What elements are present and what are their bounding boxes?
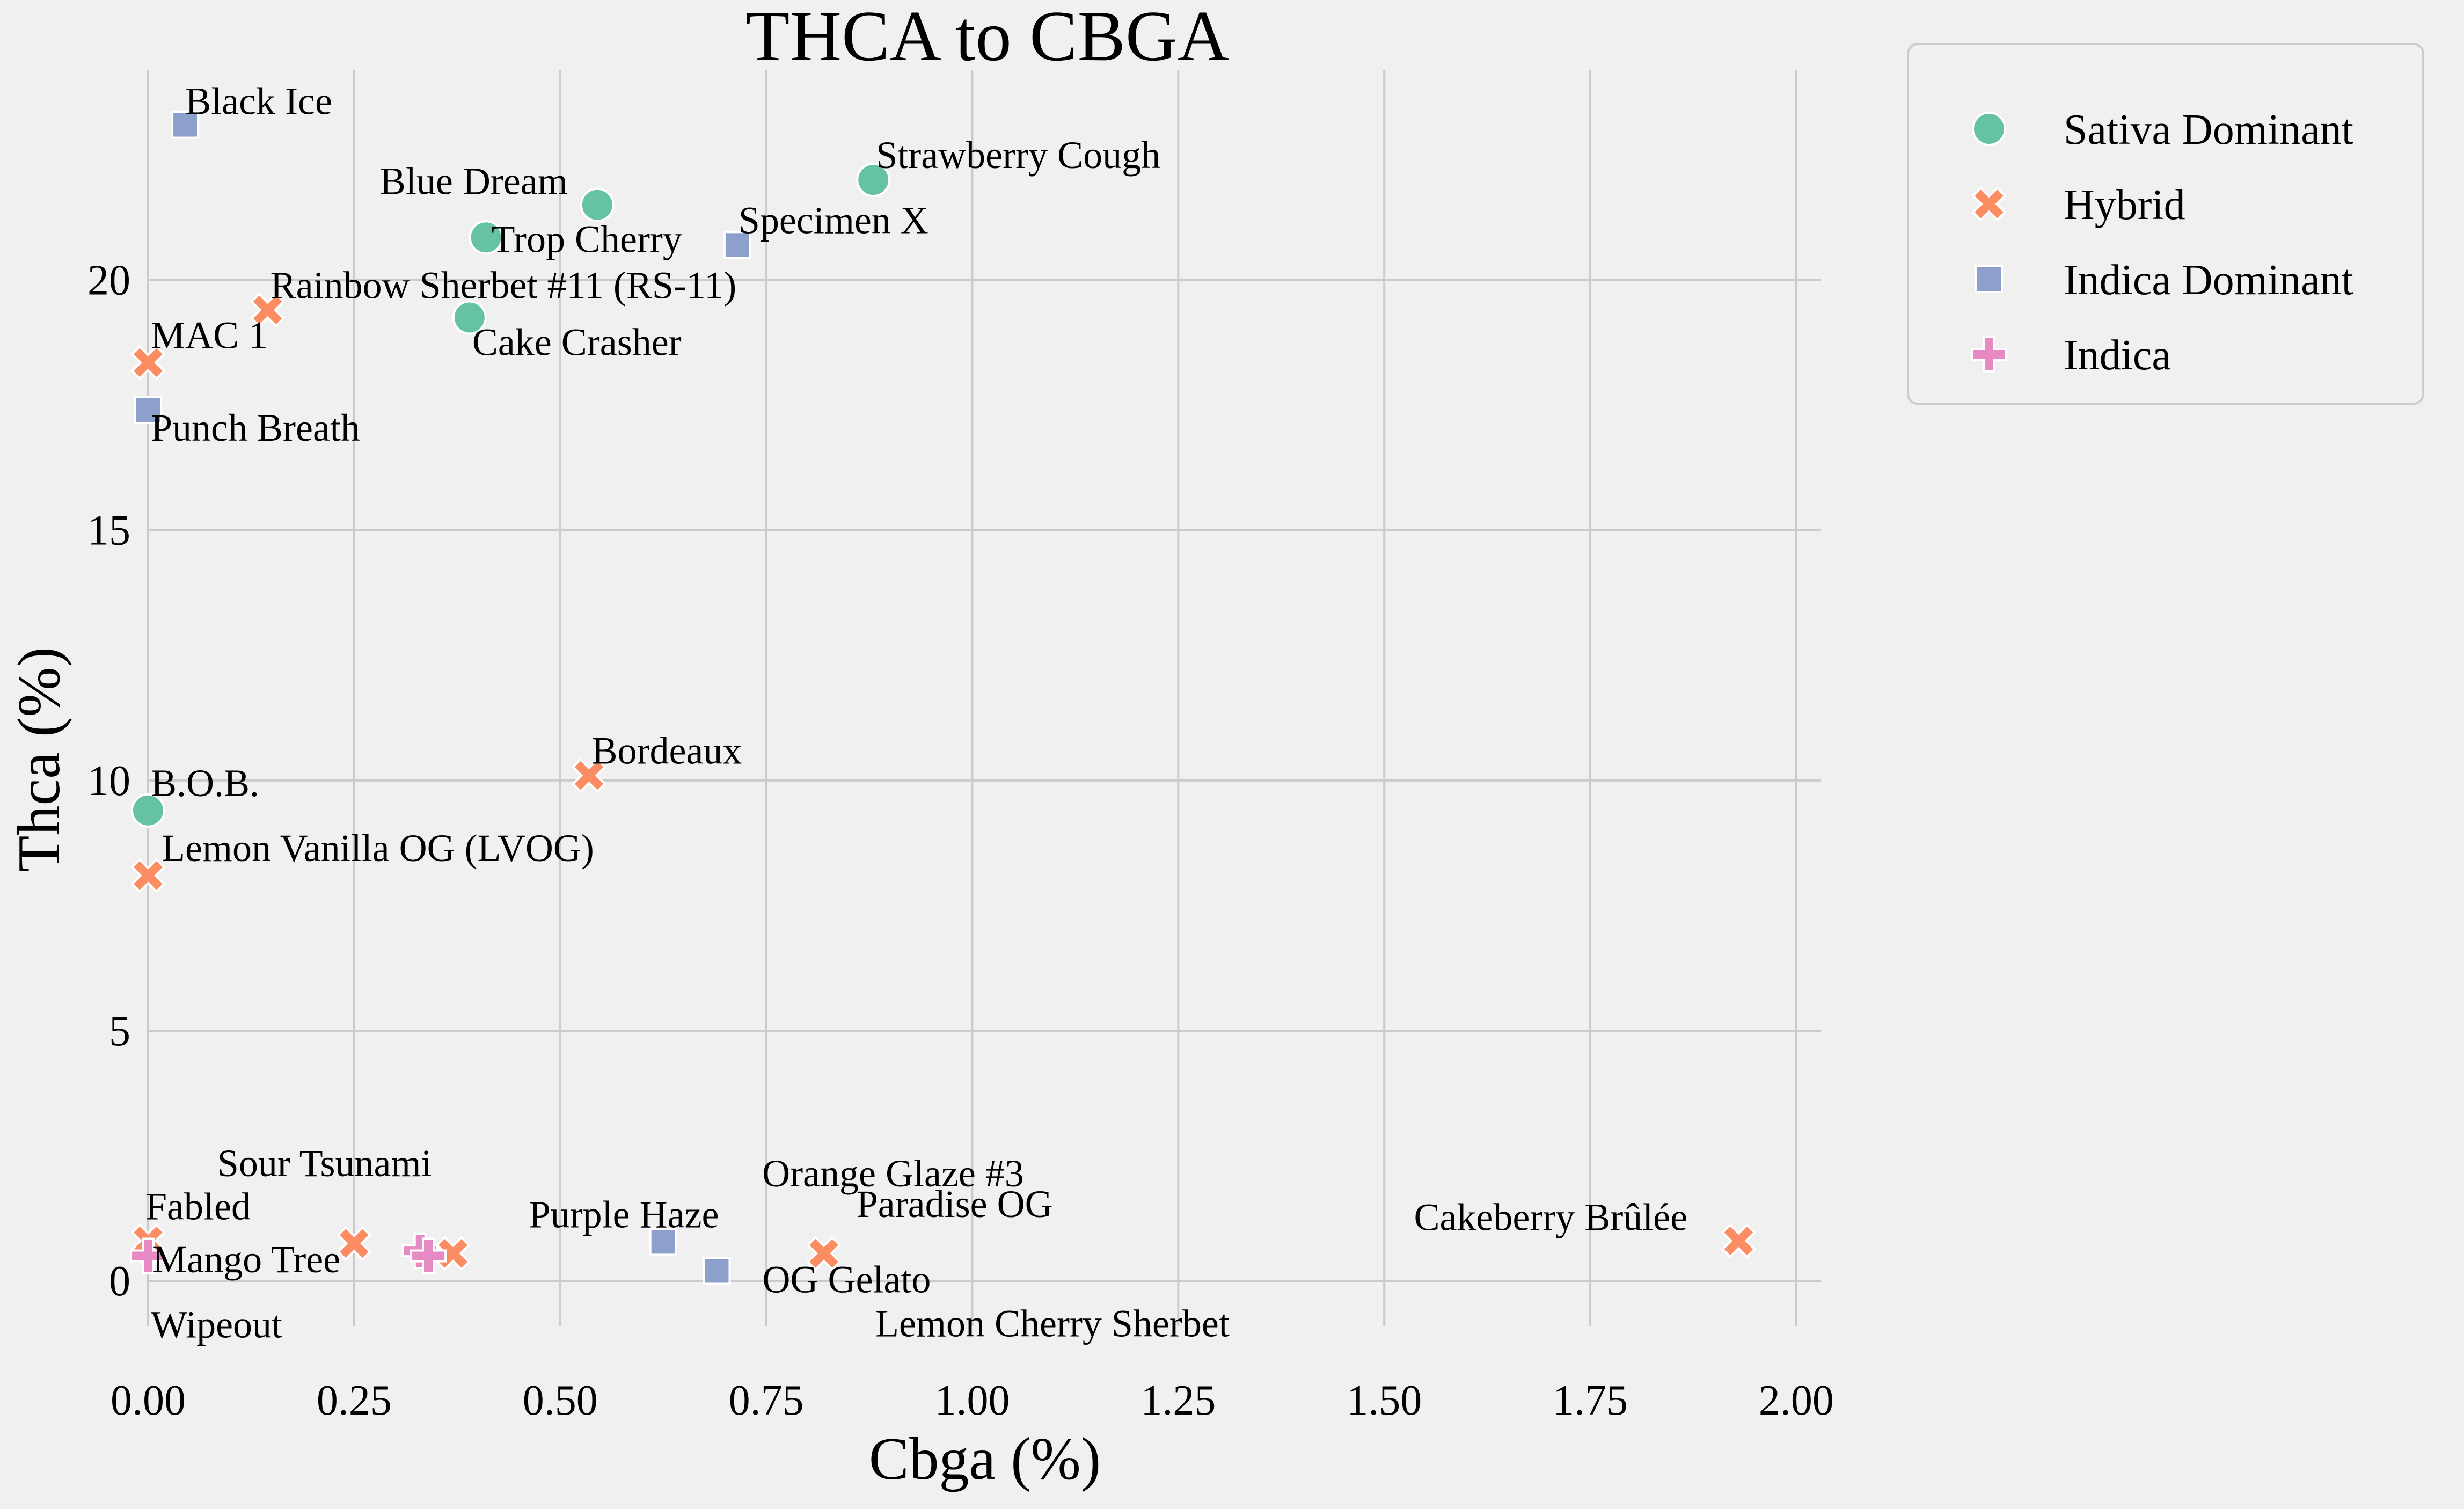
y-tick-label: 0	[109, 1258, 130, 1305]
x-tick-label: 1.75	[1553, 1377, 1628, 1424]
chart-title: THCA to CBGA	[746, 0, 1230, 76]
point-label: Trop Cherry	[492, 217, 682, 260]
data-point	[452, 300, 487, 335]
data-point	[856, 163, 891, 198]
point-label: Lemon Vanilla OG (LVOG)	[162, 827, 594, 870]
data-point	[171, 111, 200, 139]
x-tick-label: 1.25	[1140, 1377, 1216, 1424]
legend-item: Indica Dominant	[1975, 257, 2353, 304]
x-tick-label: 1.50	[1347, 1377, 1422, 1424]
data-point	[250, 292, 286, 328]
legend-marker	[1972, 112, 2006, 146]
point-label: Mango Tree	[152, 1238, 340, 1281]
data-point	[806, 1236, 842, 1271]
data-point	[649, 1228, 677, 1256]
point-label: Specimen X	[739, 199, 928, 242]
point-label: B.O.B.	[151, 762, 259, 805]
legend-label: Sativa Dominant	[2064, 106, 2353, 154]
point-label: Black Ice	[185, 80, 332, 123]
y-axis-ticks: 0 5 10 15 20	[87, 257, 130, 1306]
plot-area	[148, 70, 1821, 1326]
point-label: Strawberry Cough	[876, 134, 1160, 177]
data-point	[1721, 1223, 1756, 1259]
point-labels: Blue Dream Trop Cherry Cake Crasher Strawbe…	[145, 80, 1687, 1346]
legend-item: Hybrid	[1971, 181, 2185, 229]
point-label: OG Gelato	[762, 1258, 931, 1301]
data-point	[134, 396, 162, 424]
legend-marker	[1971, 186, 2007, 222]
point-label: Fabled	[145, 1185, 251, 1228]
point-label: Blue Dream	[380, 160, 568, 203]
y-tick-label: 5	[109, 1008, 130, 1055]
legend-label: Indica Dominant	[2064, 257, 2353, 304]
x-tick-label: 2.00	[1759, 1377, 1834, 1424]
x-tick-label: 0.00	[111, 1377, 186, 1424]
x-axis-ticks: 0.00 0.25 0.50 0.75 1.00 1.25 1.50 1.75 2.00	[111, 1377, 1834, 1424]
data-point	[723, 231, 751, 259]
point-label: Orange Glaze #3	[762, 1152, 1024, 1195]
legend-label: Hybrid	[2064, 181, 2185, 229]
data-point	[469, 220, 503, 255]
series-hybrid	[130, 292, 1756, 1271]
point-label: Sour Tsunami	[217, 1142, 432, 1185]
legend-item: Indica	[1971, 332, 2171, 379]
grid	[147, 70, 1821, 1326]
data-point	[130, 345, 166, 380]
point-label: MAC 1	[151, 314, 268, 356]
x-tick-label: 0.25	[317, 1377, 392, 1424]
x-tick-label: 1.00	[934, 1377, 1010, 1424]
legend-box	[1907, 43, 2424, 405]
x-axis-label: Cbga (%)	[869, 1426, 1101, 1492]
legend: Sativa Dominant Hybrid Indica Dominant Indi…	[1907, 43, 2424, 405]
y-axis-label: Thca (%)	[6, 647, 72, 872]
legend-marker	[1975, 265, 2003, 293]
series-sativa-dominant	[131, 163, 891, 828]
point-label: Wipeout	[151, 1303, 282, 1346]
point-label: Rainbow Sherbet #11 (RS-11)	[270, 264, 737, 307]
point-label: Cake Crasher	[472, 320, 682, 363]
scatter-points	[130, 111, 1756, 1285]
y-tick-label: 20	[87, 257, 130, 304]
series-indica-dominant	[134, 111, 751, 1285]
legend-item: Sativa Dominant	[1972, 106, 2353, 154]
y-tick-label: 10	[87, 757, 130, 805]
data-point	[131, 793, 165, 828]
legend-marker	[1971, 336, 2007, 373]
y-tick-label: 15	[87, 507, 130, 555]
point-label: Paradise OG	[857, 1183, 1053, 1226]
point-label: Lemon Cherry Sherbet	[875, 1302, 1230, 1345]
data-point	[703, 1257, 731, 1285]
data-point	[130, 1237, 166, 1274]
x-tick-label: 0.75	[729, 1377, 804, 1424]
point-label: Purple Haze	[529, 1193, 719, 1236]
legend-label: Indica	[2064, 332, 2171, 379]
data-point	[580, 187, 615, 222]
point-label: Punch Breath	[151, 406, 360, 449]
data-point	[571, 757, 607, 793]
data-point	[410, 1237, 447, 1274]
data-point	[337, 1226, 372, 1261]
point-label: Cakeberry Brûlée	[1414, 1196, 1687, 1239]
series-indica	[130, 1233, 447, 1274]
data-point	[130, 858, 166, 893]
point-label: Bordeaux	[591, 730, 742, 772]
x-tick-label: 0.50	[523, 1377, 598, 1424]
